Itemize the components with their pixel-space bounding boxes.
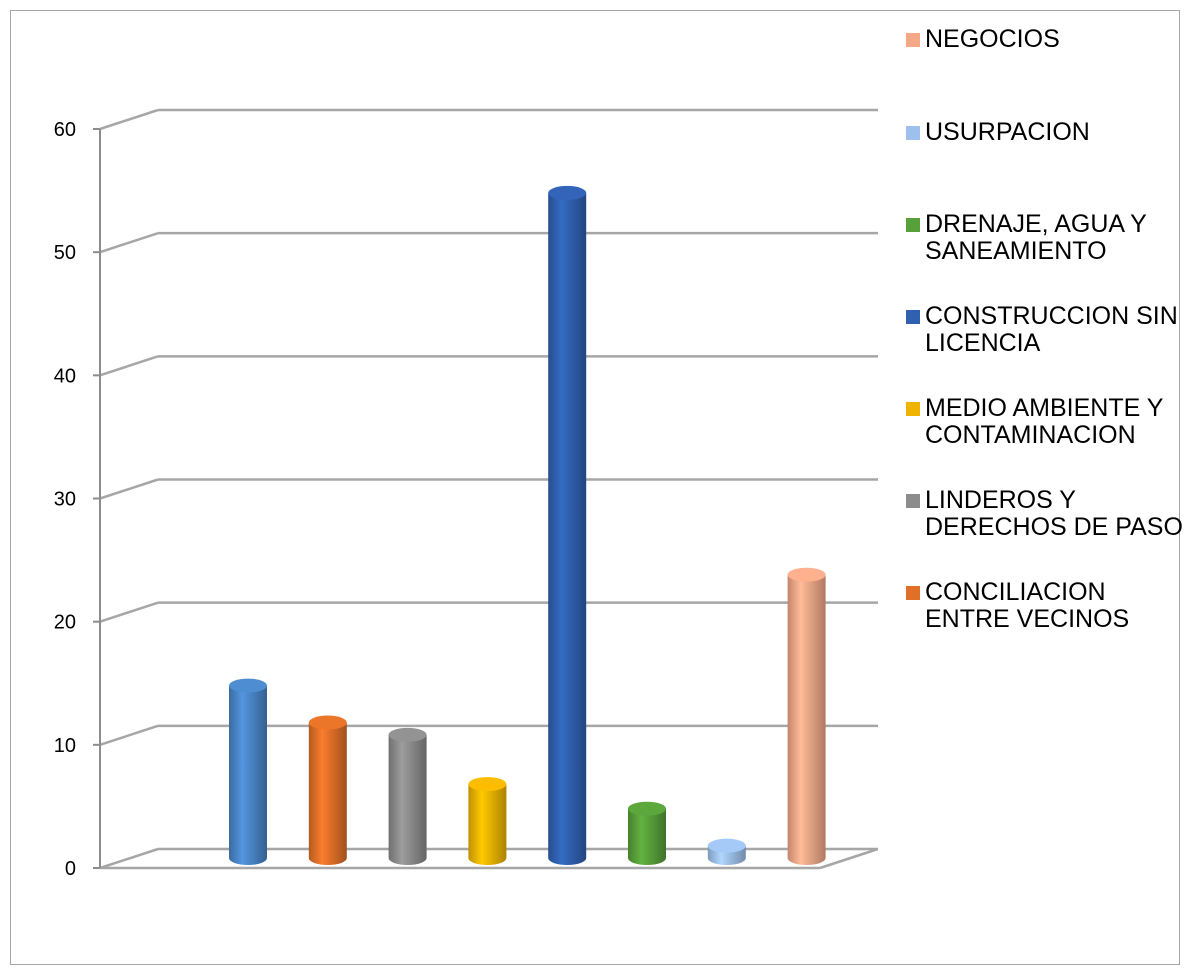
bar [468, 777, 507, 866]
bar-body [548, 192, 587, 866]
grid-line-side [99, 355, 159, 377]
grid-line-side [99, 724, 159, 747]
bar-top [787, 567, 826, 582]
legend-item-negocios: NEGOCIOS [906, 26, 1187, 53]
bar [308, 715, 347, 866]
bar-top [548, 185, 587, 200]
grid-line-side [99, 601, 159, 623]
bar [787, 567, 826, 866]
legend-swatch-usurpacion [906, 126, 920, 140]
legend: NEGOCIOS USURPACION DRENAJE, AGUA Y SANE… [906, 0, 1191, 974]
legend-item-linderos: LINDEROS Y DERECHOS DE PASO [906, 487, 1187, 541]
y-tick-label: 30 [54, 489, 76, 511]
y-axis [93, 128, 101, 869]
grid-lines [99, 108, 879, 870]
legend-swatch-negocios [906, 33, 920, 47]
bar-body [468, 784, 507, 866]
y-tick-label: 20 [54, 612, 76, 634]
bar-top [707, 838, 746, 853]
chart-frame [10, 10, 1180, 965]
legend-swatch-medio-ambiente [906, 402, 920, 416]
bar [388, 727, 427, 866]
legend-label-linderos: LINDEROS Y DERECHOS DE PASO [925, 486, 1183, 541]
legend-swatch-construccion [906, 310, 920, 324]
bar-body [388, 734, 427, 866]
bar [548, 185, 587, 866]
y-tick-label: 60 [54, 119, 76, 141]
bar-top [468, 777, 507, 792]
grid-line-side [99, 108, 159, 131]
bar-body [787, 574, 826, 866]
legend-label-medio-ambiente: MEDIO AMBIENTE Y CONTAMINACION [925, 394, 1164, 449]
bar-top [388, 727, 427, 742]
legend-swatch-drenaje [906, 218, 920, 232]
bar-top [308, 715, 347, 730]
bar [229, 678, 267, 865]
legend-item-drenaje: DRENAJE, AGUA Y SANEAMIENTO [906, 211, 1187, 265]
legend-swatch-linderos [906, 494, 920, 508]
bar-top [628, 801, 666, 816]
bars [229, 185, 826, 866]
grid-line-side [99, 231, 159, 254]
y-tick-label: 40 [54, 365, 76, 387]
bar-body [229, 685, 267, 865]
bar-body [628, 808, 666, 865]
legend-label-conciliacion: CONCILIACION ENTRE VECINOS [925, 578, 1130, 633]
floor-right-edge [819, 847, 879, 870]
y-tick-label: 50 [54, 242, 76, 264]
legend-item-construccion: CONSTRUCCION SIN LICENCIA [906, 303, 1187, 357]
bar [628, 801, 666, 865]
legend-label-construccion: CONSTRUCCION SIN LICENCIA [925, 302, 1178, 357]
legend-item-medio-ambiente: MEDIO AMBIENTE Y CONTAMINACION [906, 395, 1187, 449]
y-tick-label: 10 [54, 735, 76, 757]
y-tick-label: 0 [65, 858, 76, 880]
legend-label-usurpacion: USURPACION [925, 118, 1090, 146]
legend-item-conciliacion: CONCILIACION ENTRE VECINOS [906, 579, 1187, 633]
bar [707, 838, 746, 866]
bar-body [308, 722, 347, 866]
legend-label-drenaje: DRENAJE, AGUA Y SANEAMIENTO [925, 210, 1147, 265]
legend-item-usurpacion: USURPACION [906, 119, 1187, 146]
legend-label-negocios: NEGOCIOS [925, 25, 1060, 53]
legend-swatch-conciliacion [906, 586, 920, 600]
grid-line-side [99, 478, 159, 500]
y-tick-labels: 0 10 20 30 40 50 60 [54, 119, 76, 880]
grid-line-side [99, 847, 159, 870]
bar-top [229, 678, 267, 693]
